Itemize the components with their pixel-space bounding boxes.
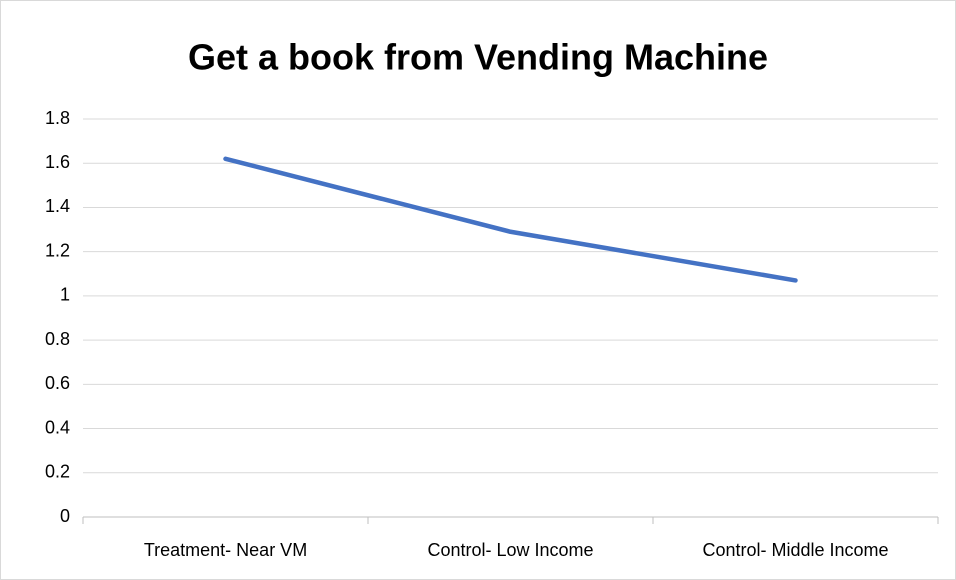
x-tick-label: Control- Middle Income [702,540,888,560]
y-tick-label: 1.6 [45,152,70,172]
y-tick-label: 0 [60,506,70,526]
x-tick-label: Treatment- Near VM [144,540,307,560]
x-tick-label: Control- Low Income [427,540,593,560]
y-tick-label: 1.4 [45,196,70,216]
y-tick-label: 1 [60,285,70,305]
y-tick-label: 0.8 [45,329,70,349]
line-series [223,156,798,283]
y-tick-label: 0.2 [45,462,70,482]
y-tick-label: 1.8 [45,108,70,128]
y-tick-label: 1.2 [45,240,70,260]
y-tick-label: 0.6 [45,373,70,393]
chart-title: Get a book from Vending Machine [188,37,768,78]
y-tick-label: 0.4 [45,417,70,437]
